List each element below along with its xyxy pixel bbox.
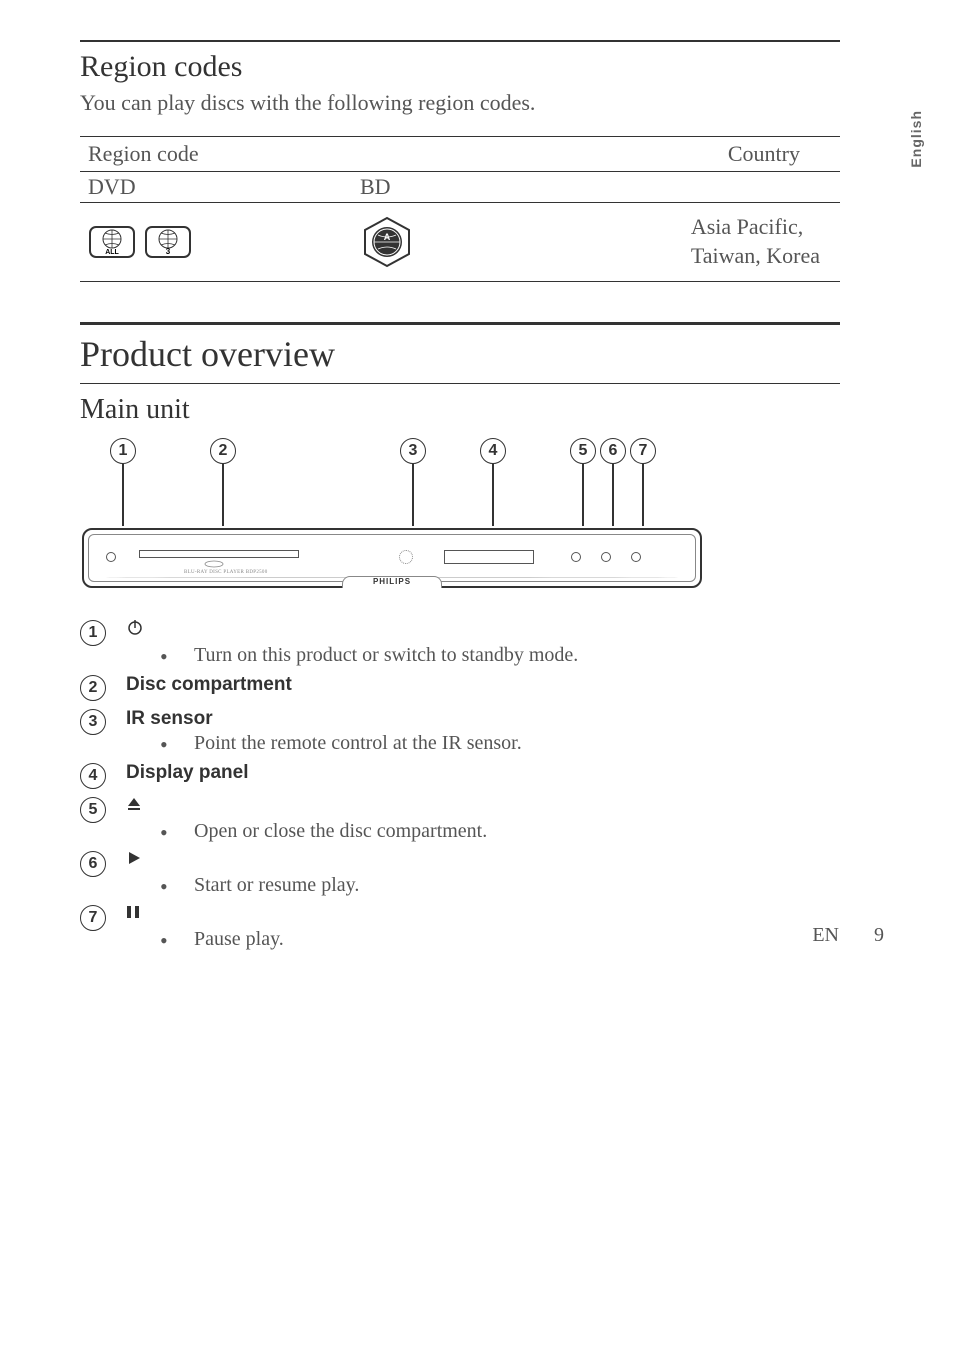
th-country: Country [502,137,840,172]
legend-item-5: 5 Open or close the disc compartment. [80,795,840,843]
svg-text:ALL: ALL [105,249,119,256]
legend-item-7: 7 Pause play. [80,903,840,951]
callout-line [642,464,644,526]
subhead-blank [502,172,840,203]
callout-line [612,464,614,526]
legend-desc: Start or resume play. [126,874,840,897]
legend-desc: Point the remote control at the IR senso… [126,732,840,755]
legend-title: Display panel [126,762,249,783]
device-ir-sensor [399,550,413,564]
svg-text:A: A [384,232,391,242]
callout-num: 4 [480,438,506,464]
callout-line [412,464,414,526]
legend-title: Disc compartment [126,674,292,695]
region-table: Region code Country DVD BD ALL [80,136,840,282]
main-unit-heading: Main unit [80,394,840,426]
callout-line [122,464,124,526]
main-unit-diagram: 1 2 3 4 567 BLU-RAY DISC PLAYER BDP2500 PHIL… [80,438,840,588]
language-tab: English [908,110,924,168]
bluray-logo-icon [204,560,224,568]
legend-desc: Open or close the disc compartment. [126,820,840,843]
pause-icon [126,904,140,920]
legend-num: 2 [80,675,106,701]
callout-line [582,464,584,526]
legend-item-3: 3 IR sensor Point the remote control at th… [80,707,840,755]
callout-line [492,464,494,526]
dvd-region-icons: ALL 3 [80,203,352,282]
device-disc-slot [139,550,299,558]
country-cell: Asia Pacific, Taiwan, Korea [502,203,840,282]
device-model-label: BLU-RAY DISC PLAYER BDP2500 [184,570,268,575]
callout-6: 6 [600,438,626,526]
legend-item-2: 2 Disc compartment [80,673,840,701]
legend-num: 1 [80,620,106,646]
play-icon [126,850,142,866]
device-eject-btn [571,552,581,562]
legend-list: 1 Turn on this product or switch to stand… [80,618,840,951]
legend-num: 6 [80,851,106,877]
product-overview-heading: Product overview [80,322,840,384]
legend-num: 3 [80,709,106,735]
callout-line [222,464,224,526]
dvd-region-all-icon: ALL [88,221,138,263]
legend-num: 5 [80,797,106,823]
th-blank [352,137,502,172]
callout-num: 2 [210,438,236,464]
callout-num: 1 [110,438,136,464]
power-icon [126,618,144,636]
region-codes-intro: You can play discs with the following re… [80,90,840,116]
callout-1: 1 [110,438,136,526]
device-illustration: BLU-RAY DISC PLAYER BDP2500 PHILIPS [82,528,702,588]
page-footer: EN 9 [812,924,884,947]
callout-7: 7 [630,438,656,526]
subhead-bd: BD [352,172,502,203]
footer-page-num: 9 [874,924,884,946]
legend-item-6: 6 Start or resume play. [80,849,840,897]
callout-4: 4 [480,438,506,526]
callout-num: 3 [400,438,426,464]
device-power-btn [106,552,116,562]
callout-num: 7 [630,438,656,464]
callout-num: 6 [600,438,626,464]
legend-item-4: 4 Display panel [80,761,840,789]
legend-desc: Turn on this product or switch to standb… [126,644,840,667]
legend-title: IR sensor [126,708,213,729]
th-region: Region code [80,137,352,172]
legend-desc: Pause play. [126,928,840,951]
bd-region-a-icon: A [360,215,414,269]
legend-num: 4 [80,763,106,789]
device-brand: PHILIPS [342,576,442,588]
callout-num: 5 [570,438,596,464]
legend-num: 7 [80,905,106,931]
dvd-region-3-icon: 3 [144,221,194,263]
device-pause-btn [631,552,641,562]
svg-text:3: 3 [165,247,170,256]
callout-3: 3 [400,438,426,526]
footer-lang: EN [812,924,839,946]
subhead-dvd: DVD [80,172,352,203]
region-codes-heading: Region codes [80,50,840,84]
device-play-btn [601,552,611,562]
legend-item-1: 1 Turn on this product or switch to stand… [80,618,840,667]
callout-2: 2 [210,438,236,526]
eject-icon [126,796,142,812]
callout-5: 5 [570,438,596,526]
device-display [444,550,534,564]
bd-region-icon-cell: A [352,203,502,282]
